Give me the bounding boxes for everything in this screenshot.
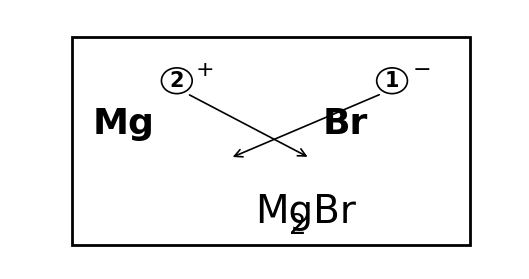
Ellipse shape <box>377 68 407 94</box>
Text: 2: 2 <box>289 212 306 240</box>
Text: Br: Br <box>322 107 368 141</box>
Text: Mg: Mg <box>93 107 154 141</box>
Text: −: − <box>413 60 431 80</box>
Text: MgBr: MgBr <box>255 193 355 231</box>
Text: +: + <box>195 60 214 80</box>
Text: 1: 1 <box>385 71 399 91</box>
Ellipse shape <box>161 68 192 94</box>
Text: 2: 2 <box>170 71 184 91</box>
